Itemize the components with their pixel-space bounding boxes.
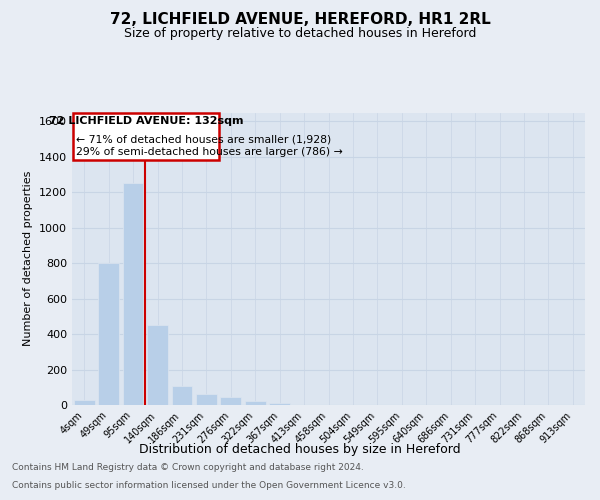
FancyBboxPatch shape [73, 113, 218, 160]
Text: Contains HM Land Registry data © Crown copyright and database right 2024.: Contains HM Land Registry data © Crown c… [12, 464, 364, 472]
Text: Contains public sector information licensed under the Open Government Licence v3: Contains public sector information licen… [12, 481, 406, 490]
Text: 72, LICHFIELD AVENUE, HEREFORD, HR1 2RL: 72, LICHFIELD AVENUE, HEREFORD, HR1 2RL [110, 12, 490, 28]
Bar [172, 386, 193, 405]
Text: Distribution of detached houses by size in Hereford: Distribution of detached houses by size … [139, 442, 461, 456]
Text: 29% of semi-detached houses are larger (786) →: 29% of semi-detached houses are larger (… [76, 148, 343, 158]
Text: ← 71% of detached houses are smaller (1,928): ← 71% of detached houses are smaller (1,… [76, 135, 331, 145]
Bar [220, 397, 241, 405]
Bar [147, 325, 168, 405]
Bar [122, 184, 143, 405]
Text: 72 LICHFIELD AVENUE: 132sqm: 72 LICHFIELD AVENUE: 132sqm [49, 116, 243, 126]
Text: Size of property relative to detached houses in Hereford: Size of property relative to detached ho… [124, 28, 476, 40]
Y-axis label: Number of detached properties: Number of detached properties [23, 171, 34, 346]
Bar [269, 403, 290, 405]
Bar [74, 400, 95, 405]
Bar [196, 394, 217, 405]
Bar [245, 402, 266, 405]
Bar [98, 263, 119, 405]
